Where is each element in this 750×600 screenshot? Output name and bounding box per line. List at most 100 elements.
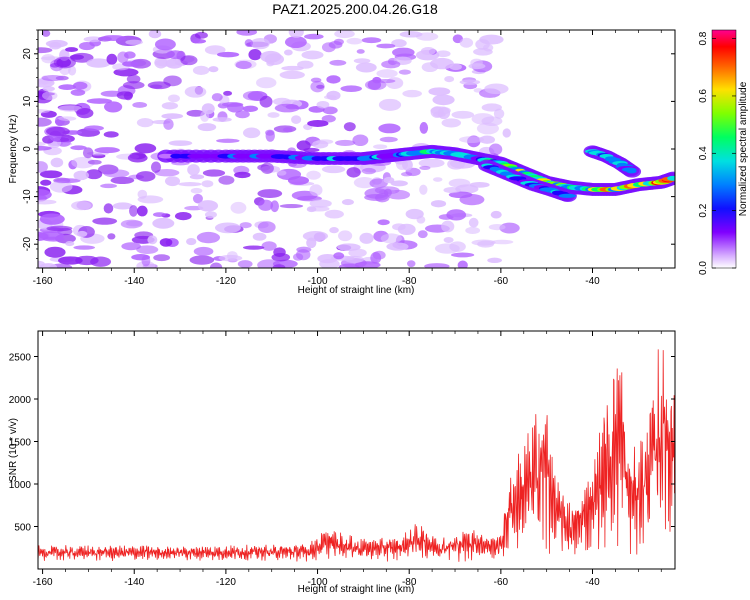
spectrogram-noise-blob xyxy=(279,70,305,80)
spectrogram-noise-blob xyxy=(76,107,94,119)
colorbar-tick-label: 0.6 xyxy=(698,89,709,103)
spectrogram-noise-blob xyxy=(459,136,485,143)
spectrogram-noise-blob xyxy=(202,169,226,177)
spectrogram-x-axis: -160 -140 -120 -100 -80 -60 -40 xyxy=(33,30,662,287)
spectrogram-ridge-core xyxy=(158,153,175,159)
spectrogram-noise-blob xyxy=(310,80,325,93)
spectrogram-noise-blob xyxy=(235,60,252,70)
spectrogram-noise-blob xyxy=(161,113,184,119)
spectrogram-noise-blob xyxy=(110,176,135,185)
spectrogram-noise-blob xyxy=(430,57,454,70)
spectrogram-noise-blob xyxy=(306,206,317,213)
colorbar xyxy=(711,29,737,269)
spectrogram-noise-blob xyxy=(154,38,176,51)
spectrogram-noise-blob xyxy=(104,101,123,113)
snr-x-tick-label: -160 xyxy=(33,577,53,588)
spectrogram-noise-blob xyxy=(430,200,447,208)
spectrogram-noise-blob xyxy=(58,116,77,121)
spectrogram-noise-blob xyxy=(441,220,455,233)
spectrogram-noise-blob xyxy=(204,45,226,55)
spectrogram-noise-blob xyxy=(329,59,347,66)
spectrogram-noise-blob xyxy=(154,168,180,177)
spectrogram-noise-blob xyxy=(41,30,51,37)
spectrogram-noise-blob xyxy=(451,110,475,119)
spectrogram-noise-blob xyxy=(211,93,223,102)
spectrogram-noise-blob xyxy=(443,236,454,244)
spectrogram-noise-blob xyxy=(419,122,429,134)
spectrogram-noise-blob xyxy=(309,184,323,196)
spectrogram-noise-blob xyxy=(75,255,99,266)
spectrogram-noise-blob xyxy=(46,126,70,136)
spectrogram-noise-blob xyxy=(353,58,371,64)
spectrogram-noise-blob xyxy=(38,47,53,54)
spectrogram-noise-blob xyxy=(38,161,48,173)
snr-x-tick-label: -140 xyxy=(124,577,144,588)
spectrogram-noise-blob xyxy=(376,78,396,84)
spectrogram-noise-blob xyxy=(65,241,75,247)
spectrogram-noise-blob xyxy=(122,61,139,67)
spectrogram-noise-blob xyxy=(167,94,180,103)
spectrogram-noise-blob xyxy=(336,243,361,251)
spectrogram-noise-blob xyxy=(239,222,252,229)
spectrogram-noise-blob xyxy=(356,49,365,54)
spectrogram-noise-blob xyxy=(100,183,118,189)
spectrogram-noise-blob xyxy=(136,117,154,128)
spectrogram-noise-blob xyxy=(46,225,73,232)
spectrogram-noise-blob xyxy=(41,75,64,82)
spectrogram-noise-blob xyxy=(190,187,203,194)
spectrogram-noise-blob xyxy=(488,143,503,156)
spectrogram-noise-blob xyxy=(499,222,520,234)
snr-frame xyxy=(37,330,676,570)
spectrogram-noise-blob xyxy=(141,255,151,267)
snr-y-axis: 500 1000 1500 2000 2500 xyxy=(9,353,675,534)
spectrogram-noise-blob xyxy=(340,85,362,92)
spectrogram-noise xyxy=(38,30,520,268)
spectrogram-ridge xyxy=(157,144,675,203)
spectrogram-noise-blob xyxy=(487,257,503,264)
spectrogram-noise-blob xyxy=(361,167,376,175)
spectrogram-noise-blob xyxy=(65,47,79,53)
spectrogram-noise-blob xyxy=(242,105,259,112)
spectrogram-ridge-core xyxy=(200,153,212,159)
snr-x-axis: -160 -140 -120 -100 -80 -60 -40 xyxy=(33,331,662,588)
spectrogram-noise-blob xyxy=(256,77,277,89)
spectrogram-noise-blob xyxy=(165,58,184,69)
spectrogram-noise-blob xyxy=(353,177,376,189)
spectrogram-noise-blob xyxy=(212,117,232,123)
spectrogram-noise-blob xyxy=(428,87,451,96)
spectrogram-noise-blob xyxy=(58,256,83,265)
spectrogram-noise-blob xyxy=(285,104,299,110)
spectrogram-noise-blob xyxy=(216,51,240,58)
spectrogram-noise-blob xyxy=(148,30,162,39)
spectrogram-noise-blob xyxy=(420,47,436,56)
spectrogram-noise-blob xyxy=(257,189,283,198)
spectrogram-noise-blob xyxy=(329,227,339,234)
spectrogram-noise-blob xyxy=(147,235,158,245)
spectrogram-noise-blob xyxy=(432,177,443,182)
spectrogram-noise-blob xyxy=(326,75,341,84)
spectrogram-noise-blob xyxy=(430,106,451,115)
spectrogram-noise-blob xyxy=(92,217,118,225)
spectrogram-noise-blob xyxy=(58,105,83,112)
spectrogram-noise-blob xyxy=(38,141,46,147)
spectrogram-noise-blob xyxy=(312,140,329,149)
spectrogram-noise-blob xyxy=(84,125,104,131)
spectrogram-noise-blob xyxy=(214,222,241,234)
spectrogram-noise-blob xyxy=(235,110,250,119)
spectrogram-noise-blob xyxy=(71,201,92,211)
spectrogram-noise-blob xyxy=(44,246,66,258)
spectrogram-noise-blob xyxy=(53,56,76,69)
spectrogram-noise-blob xyxy=(448,191,473,199)
spectrogram-noise-blob xyxy=(230,201,247,214)
spectrogram-noise-blob xyxy=(201,180,214,188)
spectrogram-noise-blob xyxy=(137,189,148,199)
spectrogram-noise-blob xyxy=(267,112,280,118)
spectrogram-noise-blob xyxy=(457,260,468,268)
spectrogram-noise-blob xyxy=(126,74,141,84)
figure-title: PAZ1.2025.200.04.26.G18 xyxy=(272,1,438,17)
spectrogram-noise-blob xyxy=(40,179,52,186)
spectrogram-noise-blob xyxy=(296,140,311,151)
spectrogram-noise-blob xyxy=(471,239,496,246)
spectrogram-noise-blob xyxy=(391,39,407,48)
spectrogram-noise-blob xyxy=(397,223,416,236)
